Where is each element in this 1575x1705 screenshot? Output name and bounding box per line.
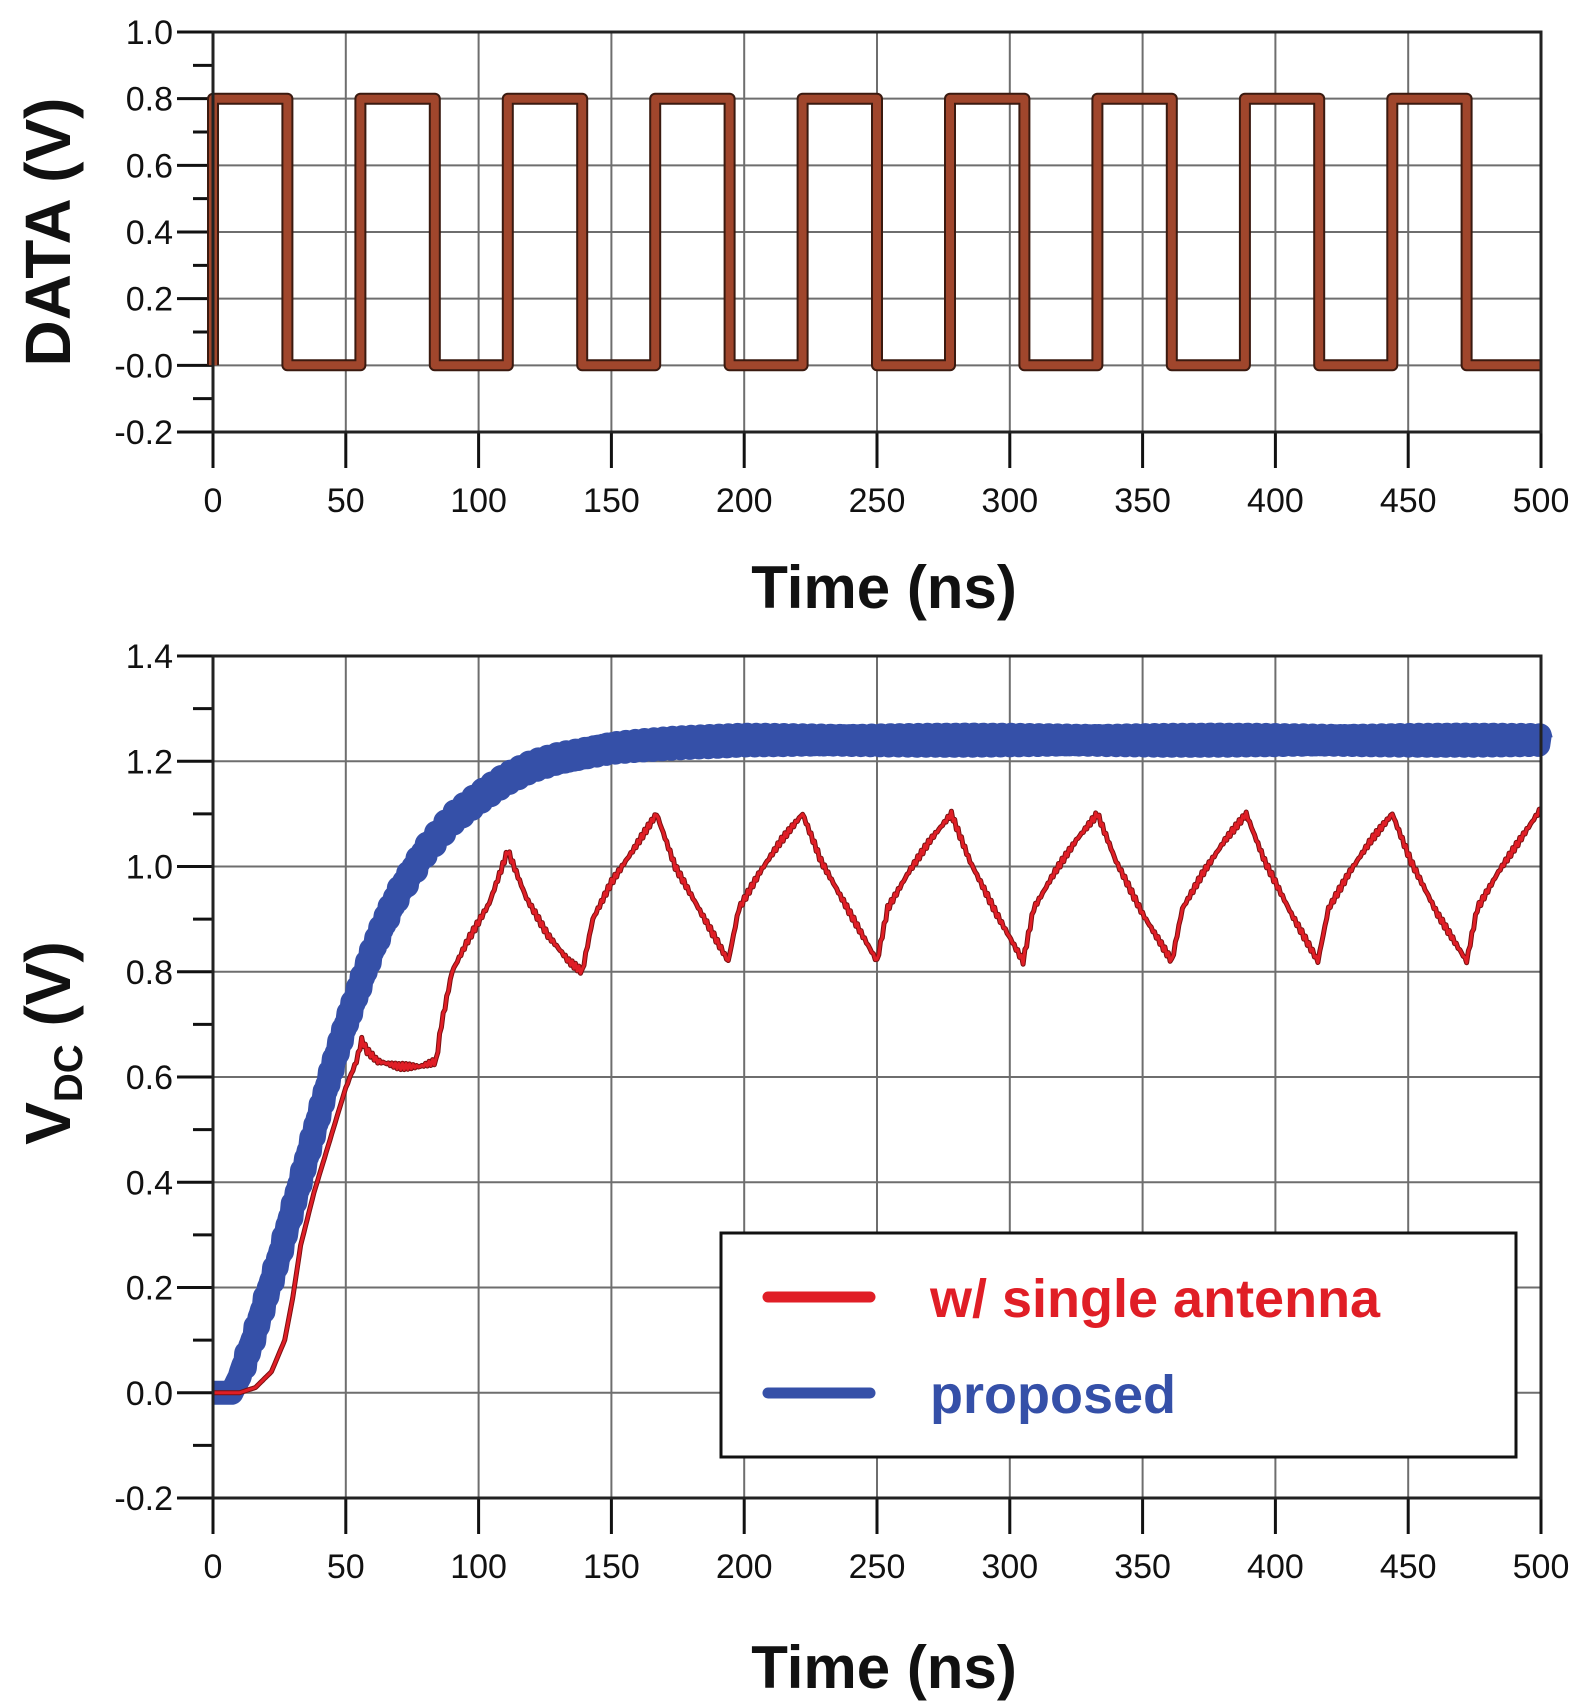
y-tick-label: -0.0 [114,347,173,385]
x-tick-label: 100 [450,482,507,520]
x-tick-label: 250 [849,1548,906,1586]
y-tick-label: -0.2 [114,1480,173,1518]
y-tick-label: 1.0 [126,849,173,887]
vdc-chart: 0 50 100 150 200 250 300 350 400 450 500 1.4 1.2 1.0 0… [12,638,1569,1701]
y-tick-label: 0.4 [126,1164,173,1202]
bottom-axis-ticks: 0 50 100 150 200 250 300 350 400 450 500 1.4 1.2 1.0 0… [114,638,1569,1586]
proposed-trace [202,722,1553,1405]
x-tick-label: 150 [583,482,640,520]
x-tick-label: 300 [981,482,1038,520]
x-tick-label: 0 [204,482,223,520]
y-tick-label: 0.2 [126,281,173,319]
top-y-axis-title: DATA (V) [12,98,84,367]
y-tick-label: -0.2 [114,414,173,452]
bottom-y-axis-title: VDC (V) [12,941,91,1145]
y-title-subscript: DC [47,1044,91,1102]
bottom-series [202,722,1553,1405]
x-tick-label: 200 [716,1548,773,1586]
legend-box [719,1231,1518,1459]
y-tick-label: 0.8 [126,954,173,992]
top-axis-ticks: 0 50 100 150 200 250 300 350 400 450 500 1.0 0.8 0.6 0… [114,14,1569,520]
x-tick-label: 250 [849,482,906,520]
single-antenna-trace [213,807,1542,1395]
data-voltage-chart: 0 50 100 150 200 250 300 350 400 450 500 1.0 0.8 0.6 0… [12,14,1569,621]
bottom-plot-frame [211,654,1543,1500]
data-trace [209,94,1541,370]
bottom-x-axis-title: Time (ns) [751,1634,1017,1701]
y-tick-label: 0.4 [126,214,173,252]
x-tick-label: 500 [1513,1548,1570,1586]
x-tick-label: 350 [1114,1548,1171,1586]
y-tick-label: 1.0 [126,14,173,52]
x-tick-label: 150 [583,1548,640,1586]
x-tick-label: 350 [1114,482,1171,520]
x-tick-label: 200 [716,482,773,520]
y-tick-label: 0.8 [126,81,173,119]
y-tick-label: 0.6 [126,1059,173,1097]
x-tick-label: 300 [981,1548,1038,1586]
x-tick-label: 450 [1380,482,1437,520]
x-tick-label: 50 [327,1548,365,1586]
y-tick-label: 1.4 [126,638,173,676]
legend: w/ single antenna proposed [719,1231,1518,1459]
y-tick-label: 0.0 [126,1375,173,1413]
x-tick-label: 0 [204,1548,223,1586]
y-title-main: V [12,1102,84,1145]
top-series [207,92,1541,372]
top-x-axis-title: Time (ns) [751,554,1017,621]
y-tick-label: 0.6 [126,147,173,185]
legend-label-single-antenna: w/ single antenna [929,1269,1381,1329]
y-tick-label: 1.2 [126,743,173,781]
x-tick-label: 450 [1380,1548,1437,1586]
x-tick-label: 400 [1247,1548,1304,1586]
legend-label-proposed: proposed [930,1365,1176,1425]
x-tick-label: 100 [450,1548,507,1586]
x-tick-label: 500 [1513,482,1570,520]
y-title-unit: (V) [12,941,84,1044]
x-tick-label: 400 [1247,482,1304,520]
top-plot-frame [211,30,1543,434]
x-tick-label: 50 [327,482,365,520]
y-tick-label: 0.2 [126,1270,173,1308]
